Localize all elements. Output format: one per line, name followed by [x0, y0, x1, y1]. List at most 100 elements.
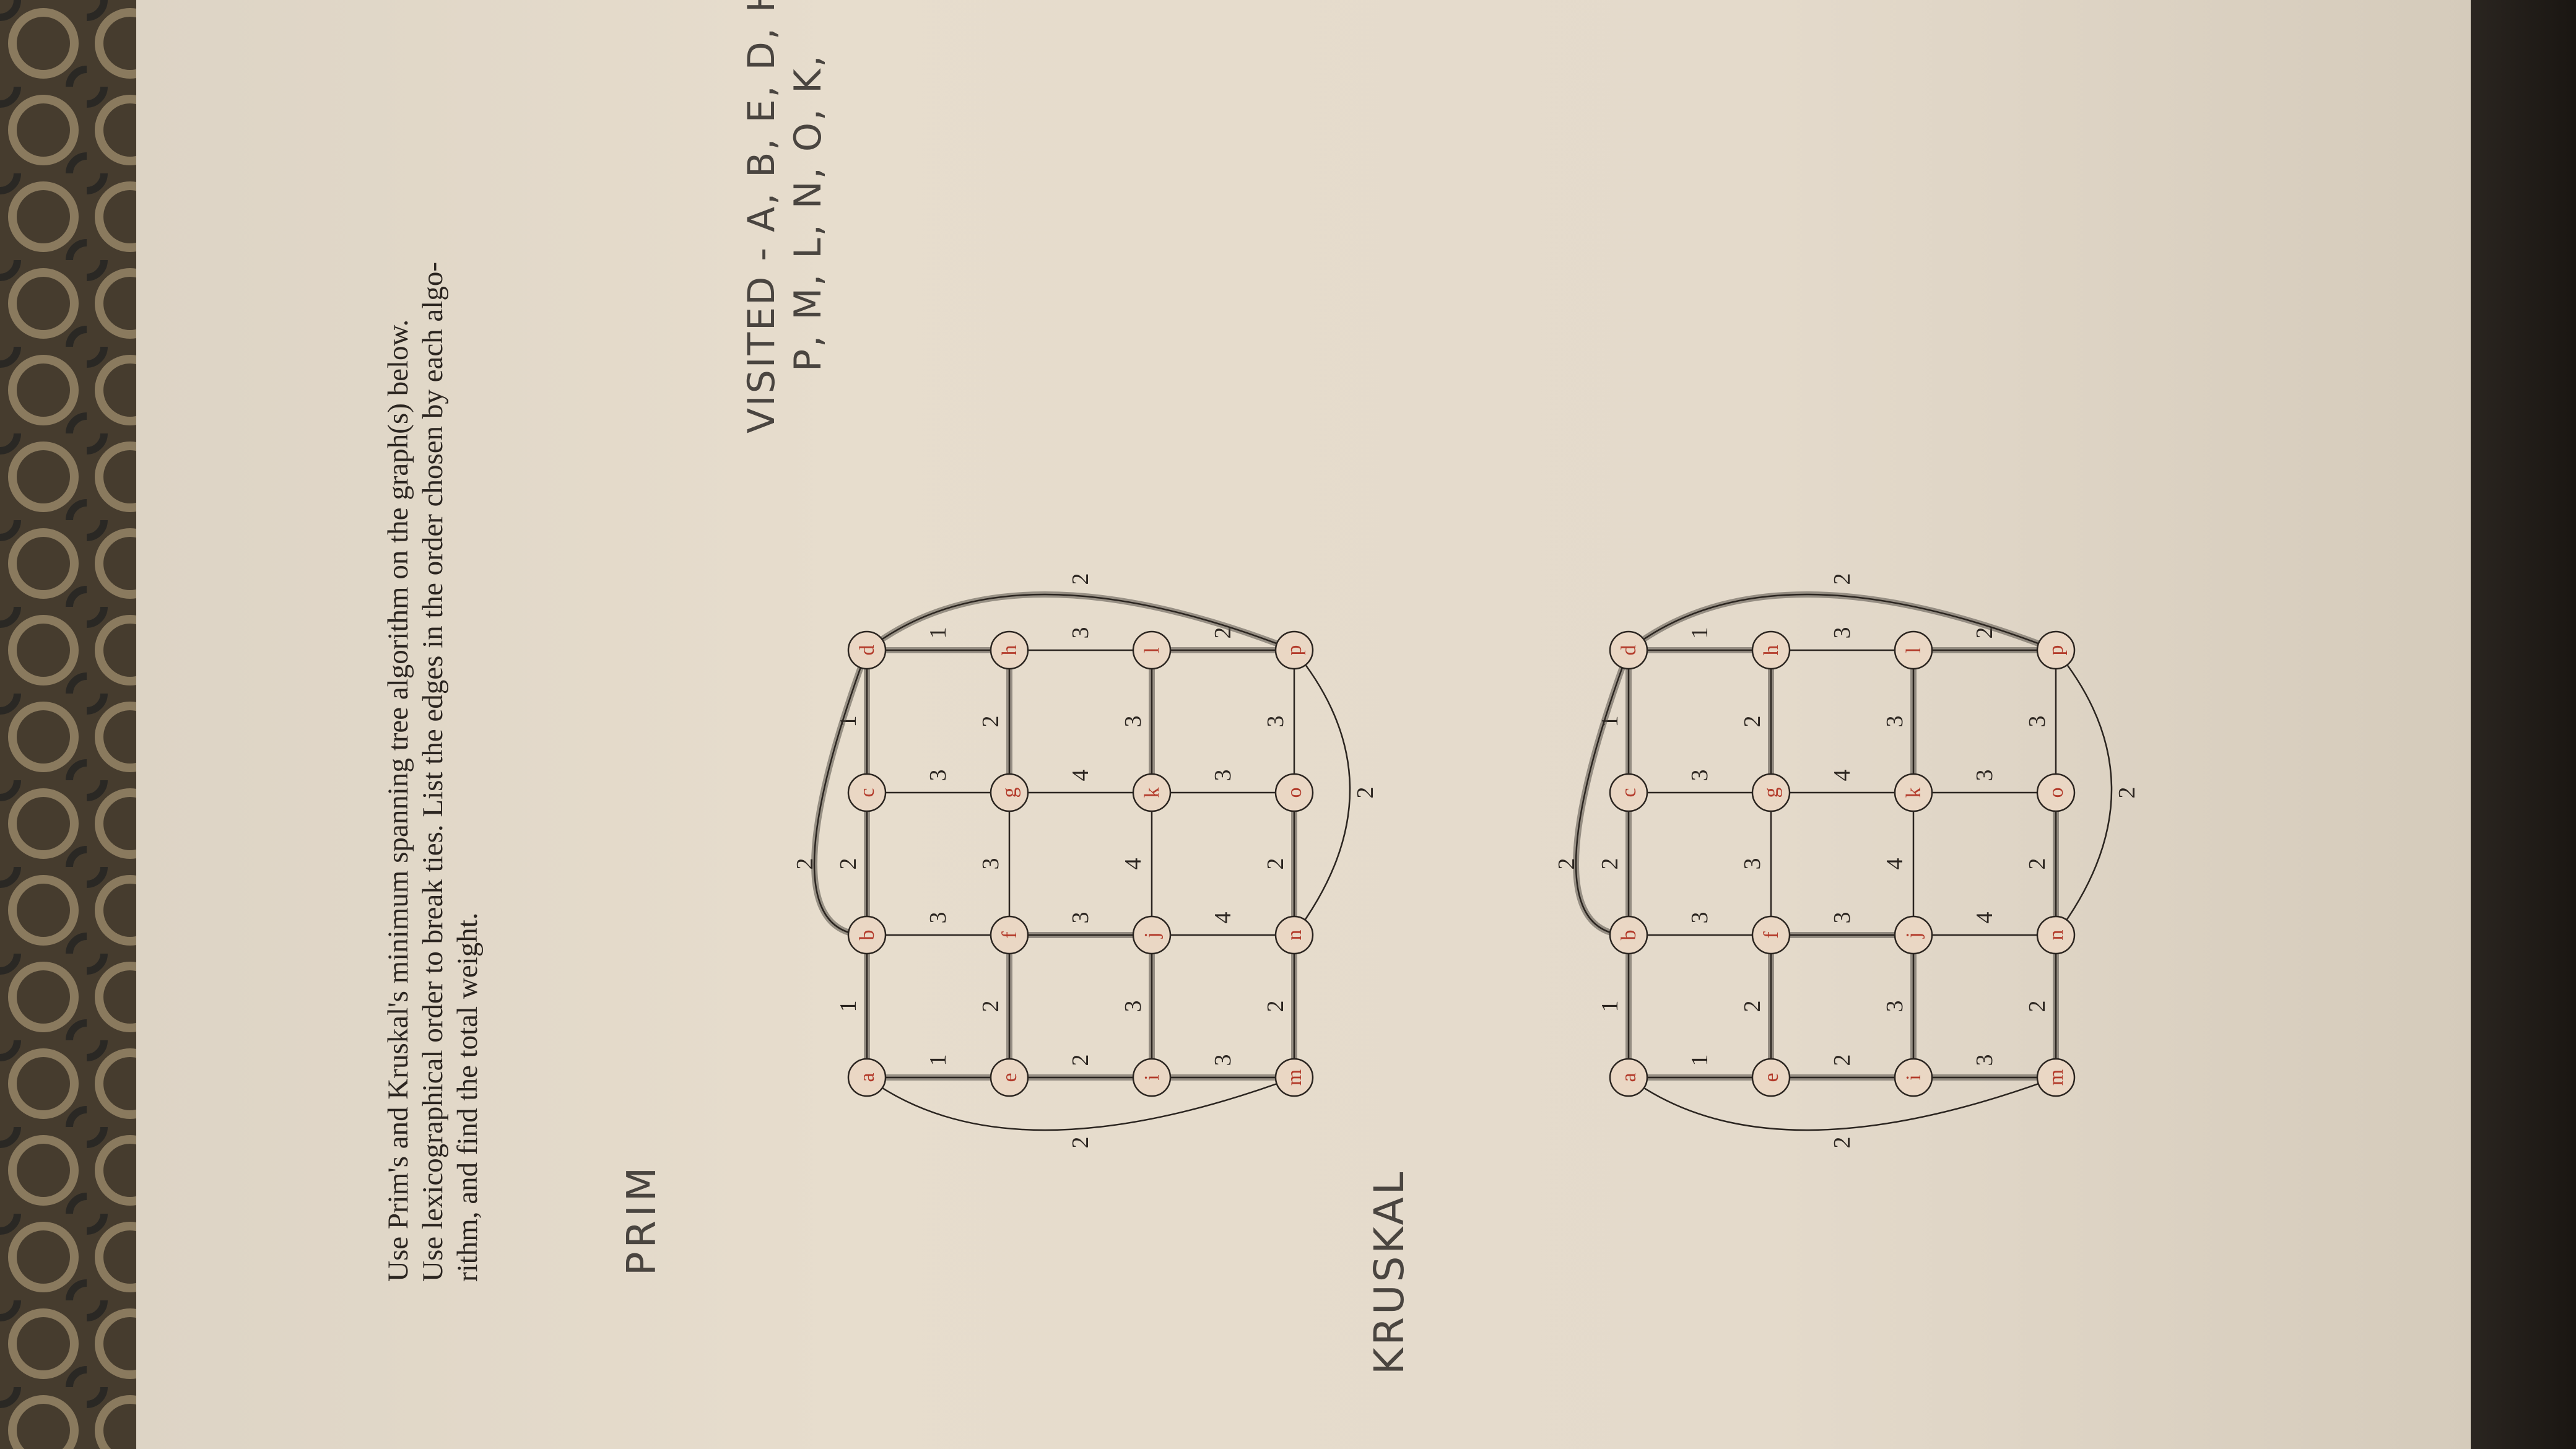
node-k: [1894, 773, 1933, 812]
arc-weight-dp: 2: [1829, 573, 1855, 585]
node-label-f: f: [1760, 931, 1783, 939]
edge-weight-dh: 1: [1687, 627, 1713, 639]
edge-weight-ae: 1: [1687, 1055, 1713, 1066]
edge-weight-bf: 3: [1687, 912, 1713, 924]
node-label-k: k: [1141, 788, 1164, 798]
edge-weight-hl: 3: [1068, 627, 1094, 639]
node-i: [1132, 1058, 1172, 1097]
node-label-e: e: [998, 1073, 1021, 1082]
node-label-n: n: [2045, 930, 2068, 941]
node-label-j: j: [1141, 932, 1164, 938]
arc-edge-a-m: [1628, 1076, 2056, 1131]
node-c: [847, 773, 887, 812]
edge-weight-no: 2: [2024, 858, 2050, 870]
edge-weight-ef: 2: [1739, 1001, 1765, 1012]
edge-weight-bc: 2: [835, 858, 861, 870]
node-label-f: f: [998, 931, 1021, 939]
edge-weight-gk: 4: [1829, 770, 1855, 781]
edge-weight-fj: 3: [1068, 912, 1094, 924]
edge-weight-ab: 1: [1597, 1001, 1623, 1012]
node-i: [1894, 1058, 1933, 1097]
edge-weight-hl: 3: [1829, 627, 1855, 639]
node-label-m: m: [2045, 1069, 2068, 1086]
node-n: [2036, 915, 2076, 955]
arc-edge-a-m: [866, 1076, 1295, 1131]
node-label-p: p: [2045, 645, 2068, 656]
node-label-c: c: [1617, 788, 1640, 797]
node-label-b: b: [1617, 930, 1640, 941]
arc-edge-b-d: [1575, 650, 1630, 936]
node-label-c: c: [856, 788, 879, 797]
instruction-line-1: Use Prim's and Kruskal's minimum spannin…: [382, 319, 414, 1282]
edge-weight-ae: 1: [925, 1055, 951, 1066]
node-label-a: a: [1617, 1073, 1640, 1082]
node-k: [1132, 773, 1172, 812]
node-p: [1274, 630, 1314, 670]
edge-weight-cg: 3: [925, 770, 951, 781]
node-label-a: a: [856, 1073, 879, 1082]
dark-edge: [2471, 0, 2576, 1449]
node-o: [2036, 773, 2076, 812]
node-d: [847, 630, 887, 670]
node-label-o: o: [2045, 788, 2068, 798]
node-m: [1274, 1058, 1314, 1097]
edge-weight-ko: 3: [1972, 770, 1998, 781]
node-n: [1274, 915, 1314, 955]
node-j: [1894, 915, 1933, 955]
node-h: [1751, 630, 1791, 670]
edge-weight-jk: 4: [1120, 858, 1146, 870]
node-f: [1751, 915, 1791, 955]
node-label-g: g: [998, 788, 1021, 798]
arc-edge-b-d: [813, 650, 868, 936]
node-label-h: h: [1760, 645, 1783, 656]
arc-weight-am: 2: [1829, 1137, 1855, 1149]
node-l: [1894, 630, 1933, 670]
node-a: [1609, 1058, 1648, 1097]
edge-weight-gh: 2: [1739, 716, 1765, 728]
node-a: [847, 1058, 887, 1097]
node-label-l: l: [1141, 647, 1164, 653]
edge-weight-dh: 1: [925, 627, 951, 639]
edge-weight-kl: 3: [1120, 716, 1146, 728]
edge-weight-fj: 3: [1829, 912, 1855, 924]
edge-weight-jn: 4: [1210, 912, 1236, 924]
page-content: Use Prim's and Kruskal's minimum spannin…: [136, 0, 2471, 1449]
arc-edge-n-p: [1293, 650, 1351, 936]
node-label-h: h: [998, 645, 1021, 656]
edge-weight-ei: 2: [1829, 1055, 1855, 1066]
edge-weight-jk: 4: [1882, 858, 1908, 870]
pencil-mark: [1626, 591, 2057, 653]
pencil-mark: [864, 591, 1295, 653]
instruction-line-2: Use lexicographical order to break ties.…: [417, 262, 449, 1282]
edge-weight-ef: 2: [978, 1001, 1004, 1012]
instructions: Use Prim's and Kruskal's minimum spannin…: [381, 229, 485, 1282]
edge-weight-gh: 2: [978, 716, 1004, 728]
node-label-j: j: [1902, 932, 1925, 938]
visited-line-1: VISITED - A, B, E, D, H, C, F, I,: [740, 0, 783, 433]
edge-weight-bf: 3: [925, 912, 951, 924]
paper-sheet: [136, 0, 2471, 1449]
edge-weight-kl: 3: [1882, 716, 1908, 728]
arc-edge-n-p: [2055, 650, 2113, 936]
node-m: [2036, 1058, 2076, 1097]
arc-edge-d-p: [1628, 593, 2056, 651]
node-l: [1132, 630, 1172, 670]
arc-weight-np: 2: [1352, 787, 1378, 799]
node-label-m: m: [1283, 1069, 1306, 1086]
edge-weight-ab: 1: [835, 1001, 861, 1012]
arc-weight-bd: 2: [1554, 858, 1580, 870]
arc-edge-d-p: [866, 593, 1295, 651]
edge-weight-bc: 2: [1597, 858, 1623, 870]
prim-label: PRIM: [619, 1163, 665, 1276]
node-e: [990, 1058, 1029, 1097]
node-o: [1274, 773, 1314, 812]
edge-weight-ei: 2: [1068, 1055, 1094, 1066]
edge-weight-gk: 4: [1068, 770, 1094, 781]
node-e: [1751, 1058, 1791, 1097]
node-label-o: o: [1283, 788, 1306, 798]
edge-weight-mn: 2: [1263, 1001, 1289, 1012]
visited-line-2: P, M, L, N, O, K,: [786, 53, 830, 372]
edge-weight-fg: 3: [1739, 858, 1765, 870]
kruskal-label: KRUSKAL: [1365, 1169, 1413, 1375]
